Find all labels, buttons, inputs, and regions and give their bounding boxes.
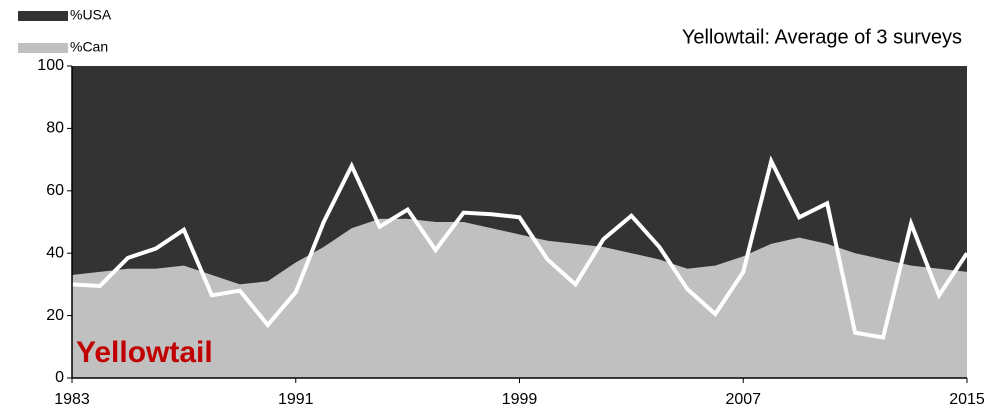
legend-label: %USA [70,7,112,23]
y-tick-label: 80 [46,120,64,137]
area [72,66,967,285]
y-tick-label: 0 [55,369,64,386]
legend-label: %Can [70,39,108,55]
y-tick-label: 20 [46,307,64,324]
y-tick-label: 40 [46,244,64,261]
x-tick-label: 1983 [54,391,90,408]
x-tick-label: 1999 [502,391,538,408]
y-tick-label: 60 [46,182,64,199]
legend-swatch [18,11,68,21]
legend-swatch [18,43,68,53]
line [71,155,969,340]
area [72,218,967,378]
chart-title: Yellowtail: Average of 3 surveys [682,26,962,48]
y-tick-label: 100 [37,57,64,74]
x-tick-label: 2007 [725,391,761,408]
annotation: Yellowtail [76,336,213,369]
x-tick-label: 1991 [278,391,314,408]
x-tick-label: 2015 [949,391,985,408]
